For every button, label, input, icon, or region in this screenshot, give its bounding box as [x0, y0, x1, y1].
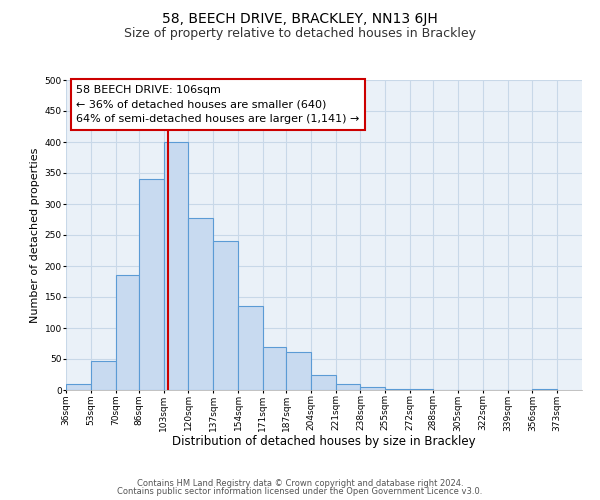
Y-axis label: Number of detached properties: Number of detached properties [31, 148, 40, 322]
Bar [335, 384, 361, 390]
Bar [116, 276, 139, 390]
Bar [286, 352, 311, 390]
Bar [238, 306, 263, 390]
Bar [66, 384, 91, 390]
Bar [164, 142, 188, 390]
Bar [263, 346, 286, 390]
Text: Contains HM Land Registry data © Crown copyright and database right 2024.: Contains HM Land Registry data © Crown c… [137, 478, 463, 488]
Bar [139, 179, 164, 390]
Bar [213, 241, 238, 390]
Text: 58, BEECH DRIVE, BRACKLEY, NN13 6JH: 58, BEECH DRIVE, BRACKLEY, NN13 6JH [162, 12, 438, 26]
Bar [385, 389, 410, 390]
Bar [361, 387, 385, 390]
Text: Size of property relative to detached houses in Brackley: Size of property relative to detached ho… [124, 28, 476, 40]
Text: Contains public sector information licensed under the Open Government Licence v3: Contains public sector information licen… [118, 487, 482, 496]
Text: 58 BEECH DRIVE: 106sqm
← 36% of detached houses are smaller (640)
64% of semi-de: 58 BEECH DRIVE: 106sqm ← 36% of detached… [76, 84, 359, 124]
Bar [91, 361, 116, 390]
Bar [532, 389, 557, 390]
Bar [311, 374, 335, 390]
Bar [188, 218, 213, 390]
X-axis label: Distribution of detached houses by size in Brackley: Distribution of detached houses by size … [172, 434, 476, 448]
